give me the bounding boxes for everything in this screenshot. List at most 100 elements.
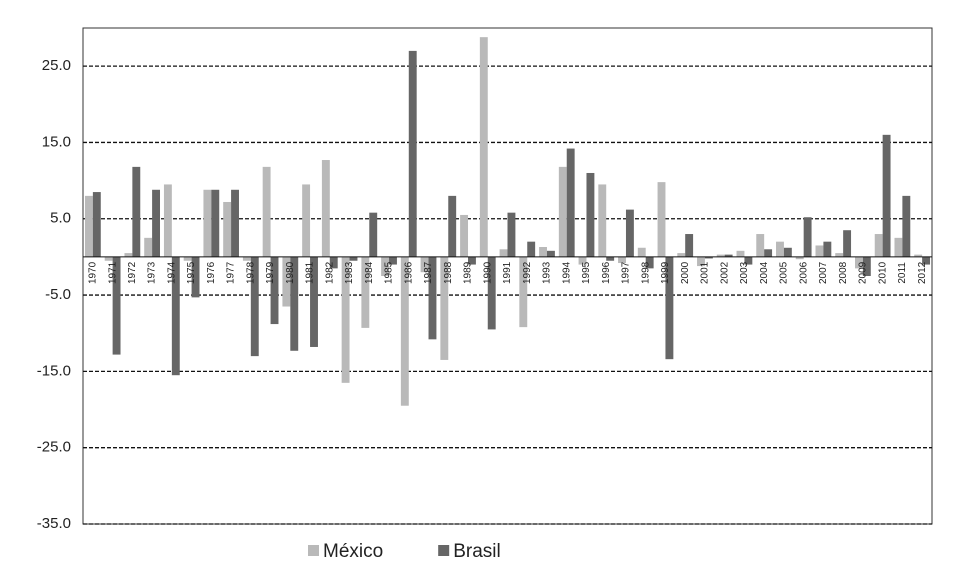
x-tick-label: 2006 (798, 261, 809, 284)
bar (112, 256, 121, 355)
y-tick-label: 15.0 (42, 133, 71, 150)
bar (843, 230, 852, 257)
bar (724, 254, 733, 257)
bar (606, 256, 615, 261)
bar (558, 166, 567, 257)
bar (645, 256, 654, 269)
bar (519, 256, 528, 328)
x-tick-label: 1974 (166, 261, 177, 284)
x-tick-label: 1976 (206, 261, 217, 284)
bar (479, 37, 488, 257)
bar (144, 237, 153, 257)
bar (124, 253, 133, 257)
bar (460, 214, 469, 257)
bar (132, 166, 141, 257)
x-tick-label: 1979 (265, 261, 276, 284)
x-tick-label: 2011 (897, 262, 908, 284)
x-tick-label: 1996 (601, 261, 612, 284)
x-tick-label: 1973 (147, 261, 158, 284)
bar (539, 247, 547, 257)
bar (685, 234, 694, 257)
bar (329, 256, 338, 269)
bar (598, 184, 607, 257)
bar (854, 256, 863, 269)
bar (448, 195, 457, 257)
bar (882, 134, 891, 257)
x-tick-label: 1989 (463, 261, 474, 284)
x-tick-label: 2008 (838, 261, 849, 284)
x-tick-label: 1993 (542, 261, 553, 284)
bar (104, 256, 113, 261)
bar (716, 254, 725, 257)
bar (400, 256, 409, 406)
bar (440, 256, 449, 360)
bar (704, 256, 713, 259)
x-tick-label: 1977 (226, 261, 237, 284)
bar (361, 256, 370, 328)
x-tick-label: 1995 (581, 261, 592, 284)
bar (341, 256, 350, 383)
y-tick-label: -5.0 (45, 286, 71, 303)
bar (349, 256, 358, 261)
bar (835, 253, 844, 257)
bar (566, 148, 575, 257)
legend-swatch (308, 545, 319, 556)
x-tick-label: 1972 (127, 261, 138, 284)
y-tick-label: -25.0 (37, 439, 71, 456)
x-tick-label: 2000 (680, 261, 691, 284)
x-tick-label: 1988 (443, 261, 454, 284)
bar (381, 256, 390, 276)
x-tick-label: 1985 (384, 261, 395, 284)
x-tick-label: 2007 (818, 261, 829, 284)
x-tick-label: 2002 (719, 261, 730, 284)
x-tick-label: 2009 (858, 261, 869, 284)
legend-swatch (438, 545, 450, 556)
bar (527, 241, 536, 257)
x-tick-label: 1992 (522, 261, 533, 284)
bar (428, 256, 437, 340)
bar (389, 256, 397, 265)
bar (242, 256, 251, 261)
y-tick-label: 5.0 (50, 210, 71, 227)
bar (795, 256, 804, 260)
x-tick-label: 1994 (561, 261, 572, 284)
bar (586, 172, 595, 257)
bar (922, 256, 931, 265)
bar (578, 256, 587, 265)
x-tick-label: 1998 (640, 261, 651, 284)
bar (487, 256, 496, 330)
bar (618, 256, 626, 264)
bar (776, 241, 784, 257)
bar (408, 50, 417, 257)
bar (262, 166, 271, 257)
x-tick-label: 1975 (186, 261, 197, 284)
x-tick-label: 1971 (107, 261, 118, 284)
bar (874, 234, 883, 257)
bar (191, 256, 200, 298)
bar (302, 184, 311, 257)
bar (223, 201, 232, 257)
bar (665, 256, 674, 360)
bar (310, 256, 318, 347)
x-tick-label: 1982 (324, 261, 335, 284)
bar (499, 249, 508, 257)
bar (764, 249, 773, 257)
x-tick-label: 1991 (502, 261, 513, 284)
y-tick-label: 25.0 (42, 57, 71, 74)
x-tick-label: 1970 (88, 261, 99, 284)
x-tick-label: 1978 (245, 261, 256, 284)
bar (203, 189, 212, 257)
bar (637, 247, 646, 257)
bar (84, 195, 93, 257)
y-tick-label: -35.0 (37, 515, 71, 532)
bar (290, 256, 299, 351)
bar (420, 256, 429, 273)
bar (282, 256, 291, 307)
bar (231, 189, 239, 257)
bar (92, 192, 101, 257)
bar (250, 256, 259, 357)
bar (756, 234, 765, 257)
x-tick-label: 2012 (917, 261, 928, 284)
bar (468, 256, 476, 265)
